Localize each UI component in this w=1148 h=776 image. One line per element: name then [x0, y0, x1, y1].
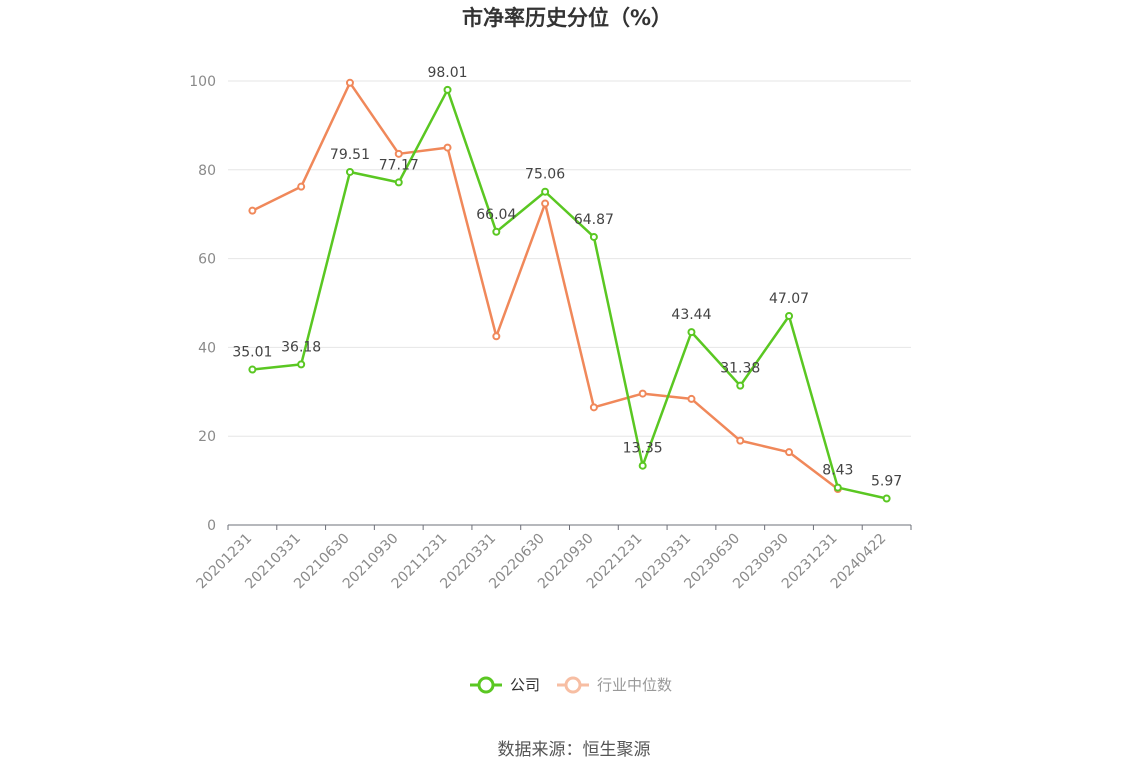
data-point[interactable]: [785, 448, 794, 457]
data-label: 36.18: [281, 339, 321, 355]
series-line-company: [252, 88, 887, 500]
y-tick-label: 60: [198, 252, 216, 268]
data-label: 8.43: [822, 463, 853, 479]
y-tick-label: 0: [207, 518, 216, 534]
data-point[interactable]: [736, 381, 745, 390]
data-label: 13.35: [623, 441, 663, 457]
legend: 公司 行业中位数: [470, 676, 672, 694]
data-point[interactable]: [297, 360, 306, 369]
data-label: 47.07: [769, 291, 809, 307]
y-tick-label: 80: [198, 163, 216, 179]
series-layer: [248, 78, 891, 503]
data-point[interactable]: [785, 312, 794, 321]
data-point[interactable]: [443, 143, 452, 152]
data-point[interactable]: [345, 78, 354, 87]
data-point[interactable]: [248, 365, 257, 374]
x-axis: 2020123120210331202106302021093020211231…: [194, 524, 912, 592]
data-point[interactable]: [541, 199, 550, 208]
data-point[interactable]: [297, 182, 306, 191]
data-point[interactable]: [638, 461, 647, 470]
data-label: 35.01: [232, 345, 272, 361]
data-source: 数据来源：恒生聚源: [498, 740, 651, 760]
data-label: 64.87: [574, 212, 614, 228]
legend-item-industry-median[interactable]: 行业中位数: [557, 676, 672, 694]
legend-label-company: 公司: [510, 676, 540, 694]
data-point[interactable]: [345, 167, 354, 176]
data-point[interactable]: [687, 394, 696, 403]
legend-marker-icon: [564, 676, 582, 694]
data-point[interactable]: [833, 483, 842, 492]
data-point[interactable]: [492, 332, 501, 341]
data-point[interactable]: [541, 187, 550, 196]
data-point[interactable]: [394, 178, 403, 187]
data-point[interactable]: [248, 206, 257, 215]
y-tick-label: 40: [198, 340, 216, 356]
data-point[interactable]: [638, 389, 647, 398]
y-tick-label: 20: [198, 429, 216, 445]
chart-title: 市净率历史分位（%）: [462, 6, 672, 30]
data-label: 77.17: [379, 157, 419, 173]
legend-marker-icon: [477, 676, 495, 694]
legend-label-industry-median: 行业中位数: [597, 676, 672, 694]
data-label: 5.97: [871, 473, 902, 489]
data-point[interactable]: [589, 232, 598, 241]
legend-item-company[interactable]: 公司: [470, 676, 540, 694]
y-axis: 0 20 40 60 80 100: [189, 74, 216, 534]
data-point[interactable]: [394, 149, 403, 158]
data-label: 43.44: [671, 307, 711, 323]
data-point[interactable]: [492, 227, 501, 236]
data-point[interactable]: [589, 403, 598, 412]
data-label: 66.04: [476, 207, 516, 223]
data-point[interactable]: [882, 494, 891, 503]
data-labels: 35.01 36.18 79.51 77.17 98.01 66.04 75.06 64.87…: [232, 65, 902, 490]
data-label: 31.38: [720, 361, 760, 377]
data-point[interactable]: [443, 85, 452, 94]
y-tick-label: 100: [189, 74, 216, 90]
data-point[interactable]: [736, 436, 745, 445]
data-point[interactable]: [687, 328, 696, 337]
data-label: 79.51: [330, 147, 370, 163]
data-label: 98.01: [427, 65, 467, 81]
data-label: 75.06: [525, 167, 565, 183]
series-line-industry-median: [251, 81, 839, 491]
